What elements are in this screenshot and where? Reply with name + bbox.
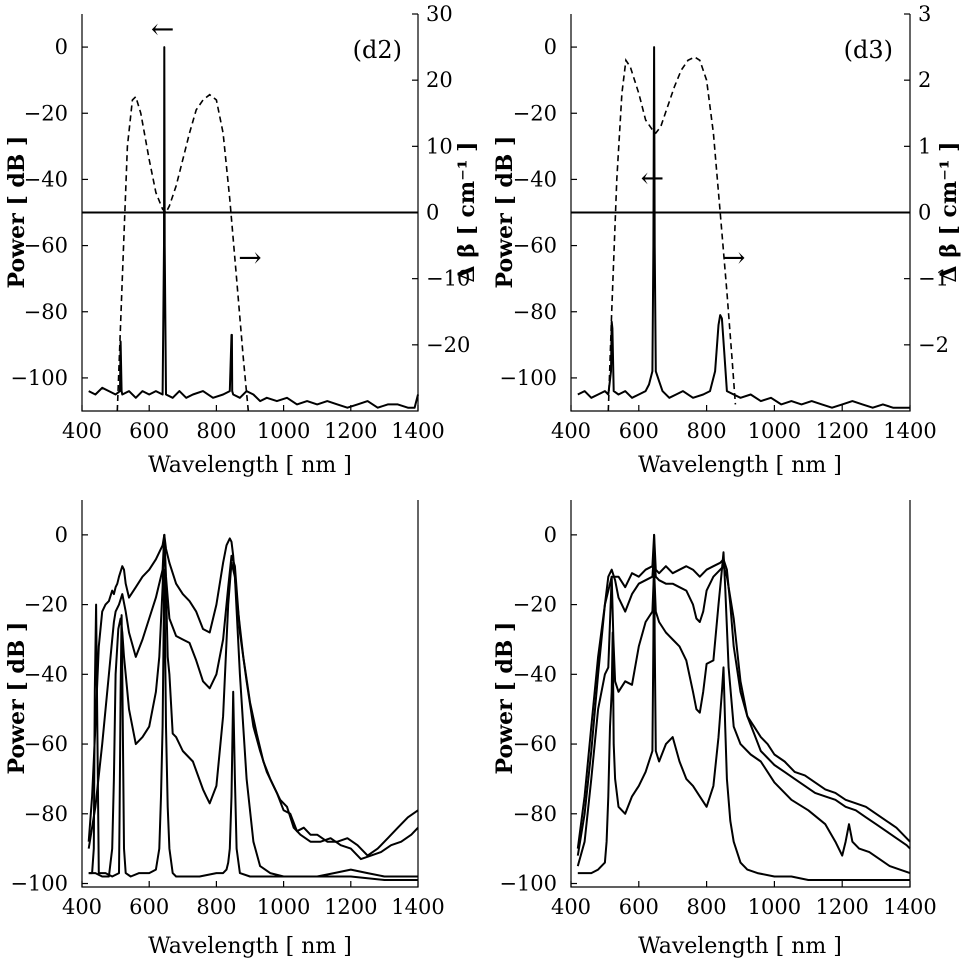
panel-bottom-right-xtick-label: 600 <box>619 895 659 919</box>
panel-d3-arrow-annotation: ← <box>641 161 664 194</box>
panel-bottom-right: Wavelength [ nm ] Power [ dB ] 400 600 800… <box>492 500 937 959</box>
panel-bottom-left-axes-frame <box>81 500 419 888</box>
panel-d3-y2tick-label: 0 <box>918 201 931 225</box>
panel-bottom-right-xtick-label: 800 <box>687 895 727 919</box>
panel-bottom-left-series-spectrum-2 <box>87 533 419 861</box>
panel-d2-xtick-label: 1200 <box>324 419 377 443</box>
panel-bottom-left-ytick-label: 0 <box>55 523 68 547</box>
panel-d2-y2tick-label: −20 <box>426 333 470 357</box>
panel-d3-arrow-annotation: → <box>722 241 745 274</box>
panel-d3-xlabel: Wavelength [ nm ] <box>638 453 842 478</box>
panel-d2-ytick-label: 0 <box>55 35 68 59</box>
panel-d3-label: (d3) <box>844 36 893 64</box>
panel-d2-y2label: Δ β [ cm⁻¹ ] <box>454 141 480 282</box>
panel-d2-xtick-label: 1400 <box>391 419 444 443</box>
panel-d2-xlabel: Wavelength [ nm ] <box>148 453 352 478</box>
panel-d2-ytick-label: −100 <box>10 366 68 390</box>
panel-d3-y2tick-label: −1 <box>918 267 949 291</box>
panel-d2-y2tick-label: 30 <box>426 2 453 26</box>
panel-bottom-right-ytick-label: −80 <box>513 802 557 826</box>
panel-bottom-left-xtick-label: 600 <box>129 895 169 919</box>
panel-bottom-right-ylabel: Power [ dB ] <box>492 622 518 775</box>
panel-d3-ytick-label: 0 <box>544 35 557 59</box>
panel-d2-ytick-label: −20 <box>24 101 68 125</box>
panel-bottom-left-series-spectrum-1 <box>87 533 419 857</box>
panel-bottom-right-ytick-label: −20 <box>513 593 557 617</box>
panel-bottom-right-xtick-label: 1400 <box>883 895 936 919</box>
panel-d2-ylabel: Power [ dB ] <box>4 136 30 289</box>
panel-bottom-right-xlabel: Wavelength [ nm ] <box>638 934 842 959</box>
panel-d3-y2tick-label: 2 <box>918 68 931 92</box>
panel-d3-y2tick-label: 1 <box>918 134 931 158</box>
panel-d2-series-delta_beta <box>116 93 250 412</box>
panel-bottom-right-xtick-label: 1200 <box>815 895 868 919</box>
panel-d3-y2label: Δ β [ cm⁻¹ ] <box>936 141 962 282</box>
panel-d2-y2tick-label: −10 <box>426 267 470 291</box>
panel-d3-xtick-label: 400 <box>551 419 591 443</box>
panel-bottom-right-xtick-label: 400 <box>551 895 591 919</box>
panel-d3-xtick-label: 800 <box>687 419 727 443</box>
panel-d3-ytick-label: −20 <box>513 101 557 125</box>
panel-d2-xtick-label: 1000 <box>257 419 310 443</box>
panel-bottom-left-xtick-label: 1000 <box>257 895 310 919</box>
panel-d2-y2tick-label: 20 <box>426 68 453 92</box>
panel-bottom-right-ytick-label: −60 <box>513 732 557 756</box>
panel-bottom-left-ytick-label: −20 <box>24 593 68 617</box>
panel-d2-xtick-label: 800 <box>196 419 236 443</box>
panel-bottom-left-ytick-label: −100 <box>10 872 68 896</box>
panel-d3-ytick-label: −60 <box>513 234 557 258</box>
panel-d2-xtick-label: 600 <box>129 419 169 443</box>
panel-d3-xtick-label: 600 <box>619 419 659 443</box>
panel-d2-ytick-label: −40 <box>24 167 68 191</box>
panel-d3-y2tick-label: −2 <box>918 333 949 357</box>
panel-d3-xtick-label: 1200 <box>815 419 868 443</box>
panel-d2-series-power <box>88 46 419 409</box>
panel-d2-xtick-label: 400 <box>62 419 102 443</box>
panel-bottom-right-xtick-label: 1000 <box>748 895 801 919</box>
panel-bottom-left-xtick-label: 400 <box>62 895 102 919</box>
panel-d2-y2tick-label: 0 <box>426 201 439 225</box>
panel-bottom-right-axes-frame <box>570 500 911 888</box>
panel-d3-series-delta_beta <box>607 56 737 412</box>
panel-d2-ytick-label: −80 <box>24 300 68 324</box>
panel-bottom-right-series-spectrum-3 <box>576 551 911 875</box>
panel-bottom-left-xtick-label: 800 <box>196 895 236 919</box>
panel-d3-xtick-label: 1400 <box>883 419 936 443</box>
panel-d2-y2tick-label: 10 <box>426 134 453 158</box>
panel-d3-ylabel: Power [ dB ] <box>492 136 518 289</box>
panel-d3: (d3) Wavelength [ nm ] Power [ dB ] Δ β … <box>492 2 962 478</box>
panel-d2-ytick-label: −60 <box>24 234 68 258</box>
panel-d2-label: (d2) <box>353 36 402 64</box>
panel-d3-series-power <box>577 46 910 409</box>
panel-bottom-left-xtick-label: 1200 <box>324 895 377 919</box>
panel-d3-xtick-label: 1000 <box>748 419 801 443</box>
panel-bottom-left-ytick-label: −80 <box>24 802 68 826</box>
panel-bottom-right-series-spectrum-2 <box>576 551 911 856</box>
panel-bottom-right-series-spectrum-1 <box>576 533 911 849</box>
panel-d2: (d2) Wavelength [ nm ] Power [ dB ] Δ β … <box>4 2 480 478</box>
panel-bottom-left-xtick-label: 1400 <box>391 895 444 919</box>
panel-bottom-right-ytick-label: 0 <box>544 523 557 547</box>
panel-bottom-left-xlabel: Wavelength [ nm ] <box>148 934 352 959</box>
panel-d3-ytick-label: −100 <box>499 366 557 390</box>
panel-bottom-left-ytick-label: −40 <box>24 662 68 686</box>
panel-bottom-left-series-spectrum-4 <box>88 568 418 881</box>
panel-d3-ytick-label: −40 <box>513 167 557 191</box>
panel-bottom-left-series-spectrum-3 <box>88 533 418 878</box>
panel-d3-y2tick-label: 3 <box>918 2 931 26</box>
panel-d2-arrow-annotation: → <box>238 241 261 274</box>
panel-bottom-left-ytick-label: −60 <box>24 732 68 756</box>
panel-bottom-left-ylabel: Power [ dB ] <box>4 622 30 775</box>
panel-d3-ytick-label: −80 <box>513 300 557 324</box>
panel-bottom-right-series-spectrum-4 <box>577 533 910 881</box>
panel-bottom-left: Wavelength [ nm ] Power [ dB ] 400 600 800… <box>4 500 445 959</box>
panel-d2-arrow-annotation: ← <box>151 13 174 46</box>
panel-bottom-right-ytick-label: −40 <box>513 662 557 686</box>
panel-bottom-right-ytick-label: −100 <box>499 872 557 896</box>
